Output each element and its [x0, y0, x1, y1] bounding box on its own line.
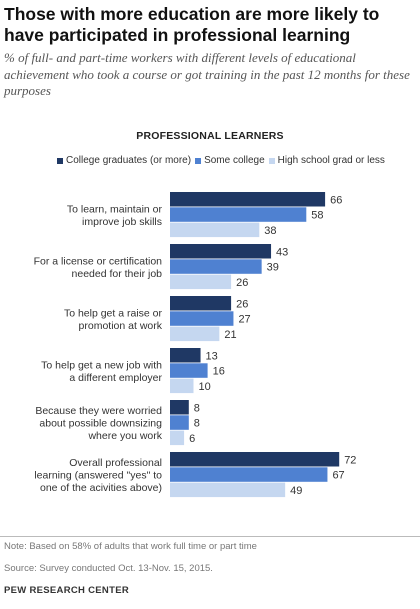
bar-some-college [170, 311, 234, 326]
chart-subtitle: % of full- and part-time workers with di… [4, 50, 410, 98]
legend-item-college: College graduates (or more) [57, 155, 191, 166]
value-label: 72 [344, 454, 356, 466]
bar-some-college [170, 259, 262, 274]
legend-swatch-college [57, 157, 63, 164]
legend-item-high-school: High school grad or less [268, 155, 385, 166]
category-label: To help get a new job with a different em… [41, 359, 162, 384]
legend-label-college: College graduates (or more) [66, 155, 192, 166]
value-label: 27 [238, 314, 250, 326]
value-label: 43 [276, 246, 288, 258]
value-label: 16 [213, 366, 225, 378]
value-label: 8 [194, 418, 200, 430]
value-label: 39 [267, 262, 279, 274]
value-label: 6 [189, 433, 195, 445]
bar-college-graduates-or-more [170, 348, 201, 363]
bar-high-school-grad-or-less [170, 482, 286, 498]
legend-label-some-college: Some college [204, 155, 265, 166]
category-label: For a license or certification needed for… [34, 255, 163, 279]
bar-college-graduates-or-more [170, 192, 326, 207]
bar-some-college [170, 415, 189, 430]
bar-high-school-grad-or-less [170, 430, 185, 446]
category-label: To learn, maintain or improve job skills [67, 203, 163, 228]
value-label: 26 [236, 298, 248, 310]
bar-some-college [170, 363, 208, 378]
bar-high-school-grad-or-less [170, 222, 260, 238]
bar-some-college [170, 467, 328, 482]
value-label: 8 [194, 402, 200, 414]
legend-swatch-some-college [195, 157, 202, 164]
footer-brand: PEW RESEARCH CENTER [4, 585, 129, 596]
note: Note: Based on 58% of adults that work f… [4, 541, 257, 552]
source: Source: Survey conducted Oct. 13-Nov. 15… [4, 563, 213, 574]
value-label: 21 [224, 329, 236, 341]
bar-college-graduates-or-more [170, 452, 340, 467]
value-label: 67 [332, 470, 344, 482]
legend-label-high-school: High school grad or less [277, 155, 385, 166]
bar-high-school-grad-or-less [170, 378, 194, 394]
category-label: Because they were worried about possible … [35, 405, 162, 442]
legend-item-some-college: Some college [195, 155, 265, 166]
value-label: 38 [264, 225, 276, 237]
category-label: Overall professional learning (answered "… [34, 457, 162, 494]
bar-college-graduates-or-more [170, 296, 232, 311]
value-label: 58 [311, 210, 323, 222]
value-label: 10 [199, 381, 211, 393]
legend-swatch-high-school [268, 157, 275, 164]
value-label: 66 [330, 194, 342, 206]
panel-heading: PROFESSIONAL LEARNERS [136, 130, 284, 142]
bar-high-school-grad-or-less [170, 326, 220, 342]
category-label: To help get a raise or promotion at work [64, 307, 163, 332]
divider [0, 536, 420, 537]
chart-title: Those with more education are more likel… [4, 4, 380, 45]
bar-some-college [170, 207, 307, 222]
bar-college-graduates-or-more [170, 400, 189, 415]
bar-college-graduates-or-more [170, 244, 272, 259]
bar-chart: To learn, maintain or improve job skills 6… [34, 192, 356, 498]
value-label: 49 [290, 485, 302, 497]
value-label: 26 [236, 277, 248, 289]
legend: College graduates (or more) Some college… [57, 155, 389, 166]
bar-high-school-grad-or-less [170, 274, 232, 290]
value-label: 13 [206, 350, 218, 362]
